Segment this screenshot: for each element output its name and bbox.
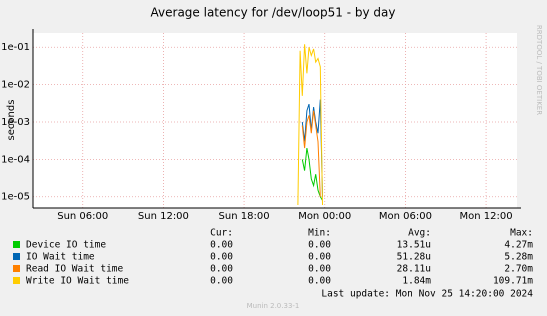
- y-tick-label: 1e-04: [1, 154, 30, 165]
- y-tick-label: 1e-01: [1, 42, 30, 53]
- legend-swatch: [13, 277, 20, 284]
- legend-header: Min:: [308, 228, 331, 239]
- last-update: Last update: Mon Nov 25 14:20:00 2024: [321, 289, 533, 300]
- legend-value: 109.71m: [493, 276, 533, 287]
- legend-header: Avg:: [408, 228, 431, 239]
- y-tick-label: 1e-05: [1, 192, 30, 203]
- legend-value: 0.00: [210, 276, 233, 287]
- series-line: [297, 44, 323, 206]
- x-tick-label: Mon 00:00: [298, 211, 351, 222]
- legend-header: Max:: [510, 228, 533, 239]
- footer: Munin 2.0.33-1: [247, 302, 300, 310]
- legend-value: 0.00: [308, 276, 331, 287]
- legend-value: 0.00: [308, 252, 331, 263]
- legend-label: IO Wait time: [26, 252, 95, 263]
- x-tick-label: Sun 18:00: [219, 211, 270, 222]
- series-line: [301, 148, 323, 201]
- side-text: RRDTOOL / TOBI OETIKER: [535, 25, 543, 115]
- chart-title: Average latency for /dev/loop51 - by day: [151, 6, 396, 20]
- legend-value: 0.00: [210, 240, 233, 251]
- legend-value: 0.00: [210, 252, 233, 263]
- legend-label: Read IO Wait time: [26, 264, 124, 275]
- series-line: [301, 110, 321, 197]
- legend-value: 2.70m: [504, 264, 533, 275]
- legend-value: 1.84m: [402, 276, 431, 287]
- legend-value: 13.51u: [397, 240, 431, 251]
- y-axis-label: seconds: [6, 100, 17, 141]
- y-tick-label: 1e-02: [1, 80, 30, 91]
- legend-swatch: [13, 253, 20, 260]
- x-tick-label: Mon 12:00: [460, 211, 513, 222]
- legend-swatch: [13, 265, 20, 272]
- legend-value: 51.28u: [397, 252, 431, 263]
- legend-header: Cur:: [210, 228, 233, 239]
- x-tick-label: Sun 12:00: [138, 211, 189, 222]
- legend-swatch: [13, 241, 20, 248]
- legend-value: 4.27m: [504, 240, 533, 251]
- plot-area: [33, 33, 517, 208]
- legend-label: Device IO time: [26, 240, 106, 251]
- legend-value: 0.00: [210, 264, 233, 275]
- y-tick-label: 1e-03: [1, 117, 30, 128]
- legend-label: Write IO Wait time: [26, 276, 129, 287]
- legend-value: 28.11u: [397, 264, 431, 275]
- legend-value: 0.00: [308, 264, 331, 275]
- legend-value: 0.00: [308, 240, 331, 251]
- x-tick-label: Sun 06:00: [57, 211, 108, 222]
- x-tick-label: Mon 06:00: [379, 211, 432, 222]
- legend-value: 5.28m: [504, 252, 533, 263]
